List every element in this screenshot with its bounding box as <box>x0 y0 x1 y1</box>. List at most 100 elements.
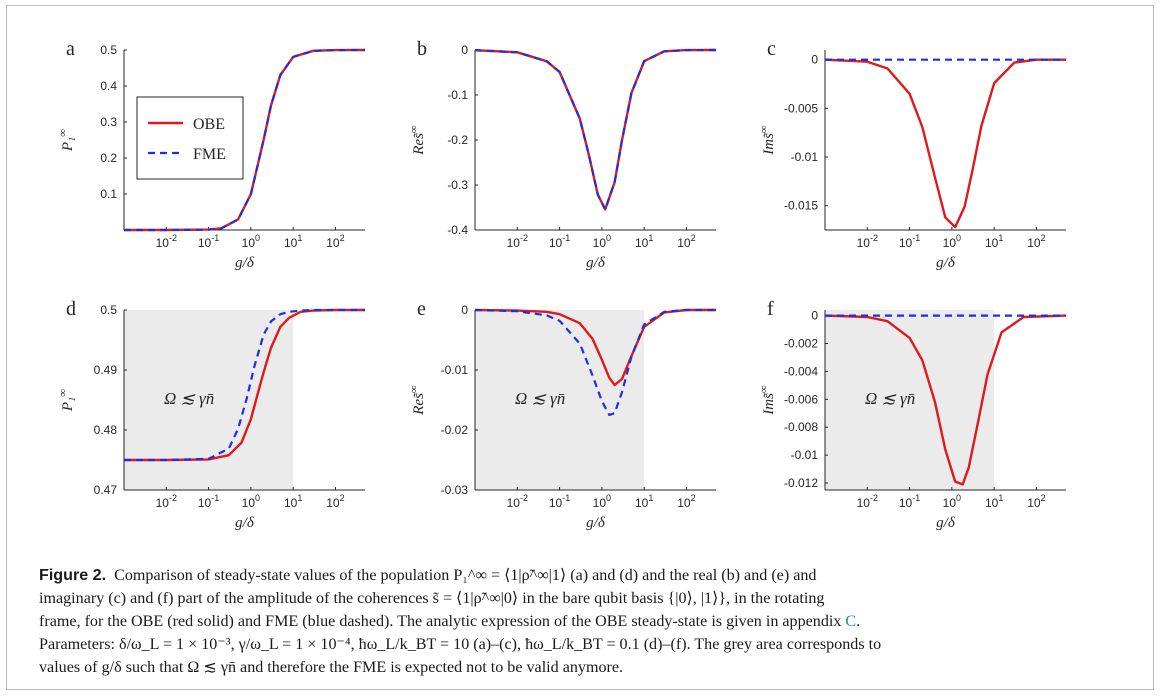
caption-line-2: imaginary (c) and (f) part of the amplit… <box>39 590 825 607</box>
caption-line-1: Figure 2. Comparison of steady-state val… <box>39 564 1144 587</box>
x-tick-label: 10-1 <box>899 493 920 510</box>
x-tick-label: 10-1 <box>899 233 920 250</box>
x-tick-label: 102 <box>677 493 695 510</box>
series-line-obe <box>474 308 716 387</box>
x-tick-label: 10-2 <box>507 233 528 250</box>
y-tick-label: 0.47 <box>94 483 118 497</box>
caption-line-5: values of g/δ such that Ω ≲ γn̄ and ther… <box>39 659 624 676</box>
y-tick-label: -0.01 <box>791 448 819 462</box>
x-tick-label: 100 <box>593 233 611 250</box>
x-tick-label: 100 <box>242 233 260 250</box>
y-tick-label: 0.48 <box>94 423 118 437</box>
y-tick-label: 0.3 <box>100 115 117 129</box>
caption-line-3: frame, for the OBE (red solid) and FME (… <box>39 610 1144 633</box>
x-tick-label: 101 <box>635 493 653 510</box>
y-tick-label: -0.03 <box>441 483 469 497</box>
series-line-obe <box>824 314 1067 486</box>
y-tick-label: -0.01 <box>441 363 469 377</box>
y-tick-label: -0.2 <box>447 133 468 147</box>
region-annotation: Ω ≲ γn̄ <box>515 389 565 408</box>
shaded-region <box>475 310 645 490</box>
y-tick-label: -0.002 <box>784 336 818 350</box>
x-tick-label: 100 <box>943 493 961 510</box>
x-tick-label: 10-1 <box>549 233 570 250</box>
panel-label: e <box>417 298 426 320</box>
x-axis-label: g/δ <box>586 255 606 271</box>
y-tick-label: 0 <box>461 303 468 317</box>
panel-f: 10-2 10-1 100 101 102 0 -0.002 -0.004 -0.006 -0.0… <box>758 298 1067 531</box>
panel-label: d <box>66 298 76 320</box>
panel-b: 10-2 10-1 100 101 102 0 -0.1 -0.2 -0.3 -0.4 g/δ Res… <box>408 38 717 271</box>
y-axis-label: Res̃∞ <box>408 385 427 416</box>
y-tick-label: -0.3 <box>447 178 468 192</box>
x-axis-label: g/δ <box>235 255 255 271</box>
panel-e: 10-2 10-1 100 101 102 0 -0.01 -0.02 -0.03 g/δ Res̃… <box>408 298 716 531</box>
y-tick-label: -0.015 <box>784 199 818 213</box>
x-tick-label: 102 <box>1027 493 1045 510</box>
panel-label: c <box>767 38 776 60</box>
panel-d: 10-2 10-1 100 101 102 0.5 0.49 0.48 0.47 g/δ P₁∞ d Ω… <box>57 298 365 531</box>
figure-caption: Figure 2. Comparison of steady-state val… <box>39 564 1144 679</box>
x-tick-label: 102 <box>677 233 695 250</box>
legend-label-obe: OBE <box>193 116 225 133</box>
x-tick-label: 10-2 <box>857 233 878 250</box>
y-tick-label: 0.4 <box>100 79 117 93</box>
x-tick-label: 101 <box>284 493 302 510</box>
x-tick-label: 101 <box>635 233 653 250</box>
y-axis-label: Ims̃∞ <box>758 125 777 156</box>
y-tick-label: 0 <box>811 309 818 323</box>
x-tick-label: 100 <box>242 493 260 510</box>
y-tick-label: -0.005 <box>784 101 818 115</box>
y-tick-label: -0.012 <box>784 476 818 490</box>
y-tick-label: -0.4 <box>447 223 468 237</box>
series-line-fme <box>474 308 716 417</box>
figure-panels: 10-2 10-1 100 101 102 0.1 0.2 0.3 0.4 0.5 g/δ P₁∞ a O… <box>57 38 1067 531</box>
region-annotation: Ω ≲ γn̄ <box>164 389 214 408</box>
y-tick-label: -0.004 <box>784 364 818 378</box>
caption-line-4: Parameters: δ/ω_L = 1 × 10⁻³, γ/ω_L = 1 … <box>39 636 882 653</box>
x-tick-label: 10-1 <box>198 493 219 510</box>
series-line-fme <box>124 48 366 232</box>
series-line-fme <box>474 48 717 211</box>
y-axis-label: Res̃∞ <box>408 125 427 156</box>
x-tick-label: 10-1 <box>198 233 219 250</box>
y-tick-label: -0.1 <box>447 88 468 102</box>
panel-label: b <box>417 38 427 60</box>
y-tick-label: 0 <box>811 53 818 67</box>
y-axis-label: Ims̃∞ <box>758 385 777 416</box>
caption-label: Figure 2. <box>39 566 107 584</box>
x-tick-label: 101 <box>985 233 1003 250</box>
x-tick-label: 10-2 <box>507 493 528 510</box>
x-axis-label: g/δ <box>235 515 255 531</box>
x-tick-label: 102 <box>326 233 344 250</box>
series-line-fme <box>124 308 365 462</box>
region-annotation: Ω ≲ γn̄ <box>865 389 915 408</box>
panel-c: 10-2 10-1 100 101 102 0 -0.005 -0.01 -0.015 g/δ Im… <box>758 38 1066 271</box>
y-tick-label: 0.5 <box>100 303 117 317</box>
y-tick-label: -0.008 <box>784 420 818 434</box>
x-axis-label: g/δ <box>936 515 956 531</box>
legend-label-fme: FME <box>193 146 226 163</box>
x-axis-label: g/δ <box>586 515 606 531</box>
y-tick-label: -0.006 <box>784 392 818 406</box>
panel-label: a <box>66 38 75 60</box>
x-tick-label: 10-2 <box>857 493 878 510</box>
y-tick-label: -0.01 <box>791 150 819 164</box>
caption-text-3-end: . <box>856 613 861 630</box>
x-axis-label: g/δ <box>936 255 956 271</box>
y-tick-label: 0 <box>461 43 468 57</box>
legend-box <box>136 96 244 180</box>
y-tick-label: 0.2 <box>100 151 117 165</box>
y-axis-label: P₁∞ <box>57 389 76 412</box>
caption-text-3: frame, for the OBE (red solid) and FME (… <box>39 613 842 630</box>
y-tick-label: 0.5 <box>100 43 117 57</box>
x-tick-label: 100 <box>593 493 611 510</box>
x-tick-label: 100 <box>943 233 961 250</box>
appendix-link[interactable]: C <box>845 613 857 630</box>
x-tick-label: 10-2 <box>156 233 177 250</box>
panel-label: f <box>767 298 774 320</box>
series-line-obe <box>824 58 1066 229</box>
y-axis-label: P₁∞ <box>57 129 76 152</box>
y-tick-label: 0.1 <box>100 187 117 201</box>
x-tick-label: 101 <box>985 493 1003 510</box>
